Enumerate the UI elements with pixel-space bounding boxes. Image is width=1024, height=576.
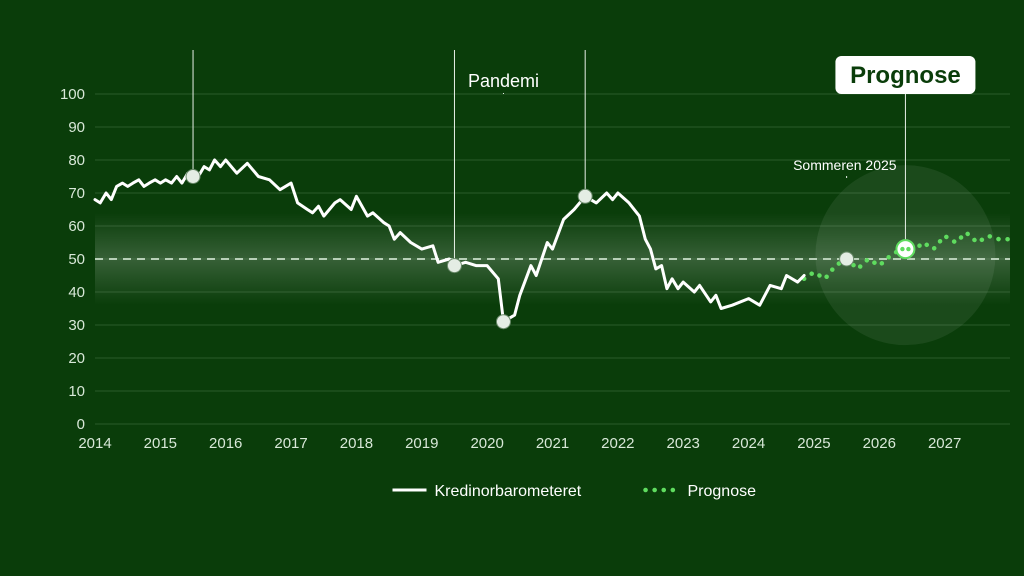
x-tick-label: 2017 <box>274 435 307 452</box>
prognose-badge-label: Prognose <box>850 62 961 89</box>
y-tick-label: 100 <box>60 86 85 103</box>
event-dot-gjeldsregisteret <box>447 259 461 273</box>
y-tick-label: 80 <box>68 152 85 169</box>
legend-label: Prognose <box>688 483 757 500</box>
x-tick-label: 2027 <box>928 435 961 452</box>
axes: 2014 2015 2016 2017 2018 2019 2020 2021 2022 2023… <box>78 435 961 452</box>
event-label-sommeren-2025: Sommeren 2025 <box>793 157 897 173</box>
legend: Kredinorbarometeret Prognose <box>393 483 757 500</box>
x-tick-label: 2022 <box>601 435 634 452</box>
y-tick-label: 50 <box>68 251 85 268</box>
y-tick-label: 60 <box>68 218 85 235</box>
event-dot-utlansforskriften <box>186 170 200 184</box>
event-dot-sommeren-2025 <box>840 252 854 266</box>
event-dot-okt-styringsrente <box>578 189 592 203</box>
y-tick-label: 70 <box>68 185 85 202</box>
event-dot-pandemi <box>496 315 510 329</box>
y-tick-label: 10 <box>68 383 85 400</box>
x-tick-label: 2020 <box>470 435 503 452</box>
x-tick-label: 2015 <box>144 435 177 452</box>
y-tick-label: 90 <box>68 119 85 136</box>
x-tick-label: 2019 <box>405 435 438 452</box>
event-label-pandemi: Pandemi <box>468 71 539 91</box>
x-tick-label: 2014 <box>78 435 111 452</box>
x-tick-label: 2021 <box>536 435 569 452</box>
x-tick-label: 2023 <box>667 435 700 452</box>
y-tick-label: 40 <box>68 284 85 301</box>
legend-label: Kredinorbarometeret <box>435 483 582 500</box>
prognose-marker-dot <box>896 240 914 258</box>
x-tick-label: 2024 <box>732 435 765 452</box>
chart-svg: 0102030405060708090100 Utlånsforskriften… <box>40 50 1010 530</box>
x-tick-label: 2026 <box>863 435 896 452</box>
x-tick-label: 2018 <box>340 435 373 452</box>
x-tick-label: 2025 <box>797 435 830 452</box>
y-tick-label: 30 <box>68 317 85 334</box>
x-tick-label: 2016 <box>209 435 242 452</box>
y-tick-label: 0 <box>77 416 85 433</box>
y-tick-label: 20 <box>68 350 85 367</box>
chart-container: 0102030405060708090100 Utlånsforskriften… <box>40 50 1010 510</box>
